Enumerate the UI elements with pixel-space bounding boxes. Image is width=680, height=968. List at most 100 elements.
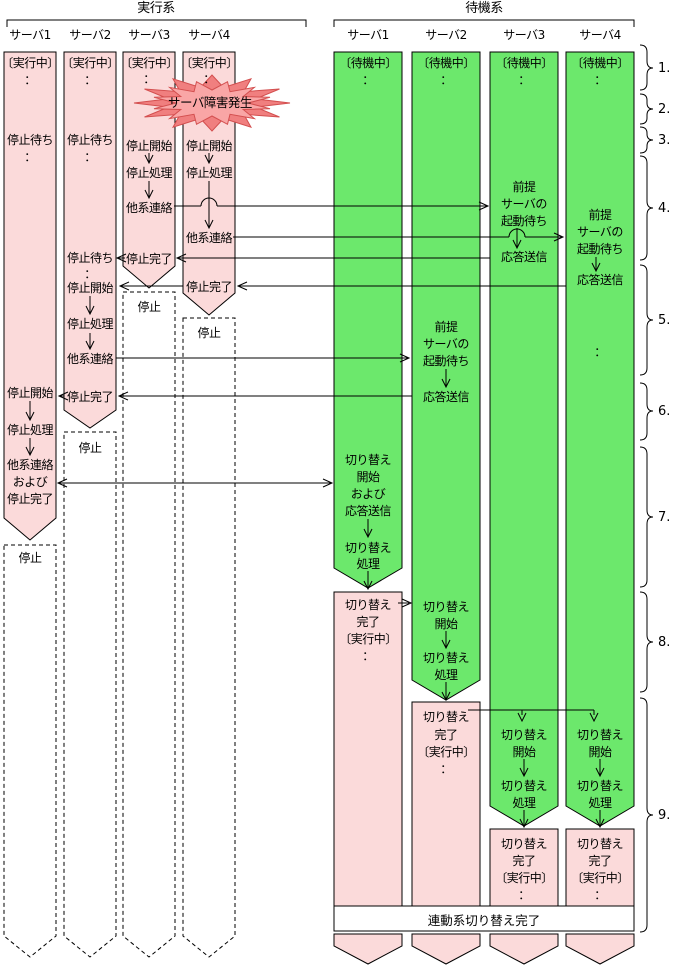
step-7-label: 7. [658,510,671,525]
standby-server2-header: サーバ2 [425,28,467,42]
standby-server3-header: サーバ3 [503,28,545,42]
standby-server2-continues-arrow [411,933,481,965]
stby3-running-label: 〔実行中〕 [495,871,553,885]
standby-server4-header: サーバ4 [579,28,621,42]
stby2-prereq3-label: 起動待ち [422,354,470,368]
exec1-stop-process-label: 停止処理 [6,423,54,437]
active-server3-header: サーバ3 [128,28,170,42]
stby3-switch-label: 切り替え [500,728,548,742]
stby1-switch-start-label: 開始 [356,470,380,484]
stby1-running-label: 〔実行中〕 [339,632,397,646]
standby-server4-flow-arrow [565,51,635,827]
exec2-stop-wait-label: 停止待ち [66,133,114,147]
stby1-standby-label: 〔待機中〕 [339,56,397,70]
stby2-switch-start-label: 開始 [434,617,458,631]
exec2-running-label: 〔実行中〕 [61,56,119,70]
stby4-switch-done-label: 完了 [588,854,612,868]
exec2-dots: ： [84,267,96,281]
exec4-notify-other-label: 他系連絡 [185,231,233,245]
internal-step-arrows [25,153,605,829]
switchover-complete-banner-box [333,905,635,932]
stby4-prereq3-label: 起動待ち [576,242,624,256]
exec1-stop-done-label: 停止完了 [6,492,54,506]
exec2-stop-start-label: 停止開始 [66,281,114,295]
stby3-switch-label2: 切り替え [500,779,548,793]
connector-response4-to-active4 [118,281,566,291]
stby4-dots: ： [594,73,606,87]
stby3-switch-process-label: 処理 [512,796,536,810]
stby2-switch-done-label: 完了 [434,728,458,742]
exec3-running-label: 〔実行中〕 [120,56,178,70]
exec1-stopped-label: 停止 [18,551,42,565]
standby-group-title: 待機系 [465,1,503,16]
step-1-label: 1. [658,61,671,76]
active-server2-header: サーバ2 [69,28,111,42]
connector-standby1-to-standby2 [398,598,413,608]
stby4-standby-label: 〔待機中〕 [571,56,629,70]
stby3-send-response-label: 応答送信 [500,250,548,264]
stby3-switch-start-label: 開始 [512,745,536,759]
stby1-dots: ： [362,649,374,663]
stby3-prereq3-label: 起動待ち [500,214,548,228]
stby2-send-response-label: 応答送信 [422,390,470,404]
stby3-dots: ： [518,73,530,87]
stby2-switch-label2: 切り替え [422,651,470,665]
exec2-stop-done-label: 停止完了 [66,390,114,404]
stby2-running-label: 〔実行中〕 [417,745,475,759]
stby4-switch-label: 切り替え [576,728,624,742]
stby3-switch-done-label: 完了 [512,854,536,868]
exec1-notify-other-label: 他系連絡 [6,458,54,472]
active-group-title: 実行系 [137,1,175,16]
standby-server1-continues-arrow [333,933,403,965]
stby1-dots: ： [362,73,374,87]
stby4-running-label: 〔実行中〕 [571,871,629,885]
active-server2-stopped-outline [63,431,117,958]
stby2-standby-label: 〔待機中〕 [417,56,475,70]
exec2-notify-other-label: 他系連絡 [66,352,114,366]
connector-active1-standby1-bidirectional [56,478,334,488]
exec3-stopped-label: 停止 [137,300,161,314]
exec1-stop-wait-label: 停止待ち [6,133,54,147]
exec4-running-label: 〔実行中〕 [180,56,238,70]
stby2-prereq2-label: サーバの [423,337,469,351]
stby4-dots2: ： [594,345,606,359]
stby4-switch-process-label: 処理 [588,796,612,810]
step-6-label: 6. [658,404,671,419]
active-server4-header: サーバ4 [188,28,230,42]
exec3-dots: ： [143,72,155,86]
standby-server1-header: サーバ1 [347,28,389,42]
step-braces [639,44,654,933]
exec3-notify-other-label: 他系連絡 [125,201,173,215]
stby2-dots: ： [440,762,452,776]
exec2-stop-wait2-label: 停止待ち [66,251,114,265]
step-4-label: 4. [658,201,671,216]
step-3-label: 3. [658,133,671,148]
standby-server1-running-box [333,591,403,907]
stby1-switch-done-label: 完了 [356,615,380,629]
active-server2-flow-arrow [63,51,117,429]
active-server1-flow-arrow [3,51,57,541]
stby4-send-response-label: 応答送信 [576,273,624,287]
standby-group-bracket [333,19,635,27]
stby4-switch-label3: 切り替え [576,837,624,851]
failure-burst-label: サーバ障害発生 [168,95,252,110]
stby2-switch-process-label: 処理 [434,668,458,682]
stby1-switch-label2: 切り替え [344,541,392,555]
standby-server2-running-box [411,701,481,907]
exec4-dots: ： [203,72,215,86]
exec3-stop-process-label: 停止処理 [125,166,173,180]
stby2-prereq1-label: 前提 [434,320,458,334]
step-2-label: 2. [658,102,671,117]
exec1-dots: ： [24,150,36,164]
stby4-switch-label2: 切り替え [576,779,624,793]
stby3-prereq2-label: サーバの [501,197,547,211]
exec4-stop-process-label: 停止処理 [185,166,233,180]
exec4-stop-start-label: 停止開始 [185,139,233,153]
stby4-dots: ： [594,888,606,902]
step-8-label: 8. [658,635,671,650]
stby1-and-label: および [350,487,386,501]
stby2-dots: ： [440,73,452,87]
failure-burst-icon [153,80,271,126]
step-5-label: 5. [658,313,671,328]
connector-notify2-to-standby2 [116,353,411,363]
